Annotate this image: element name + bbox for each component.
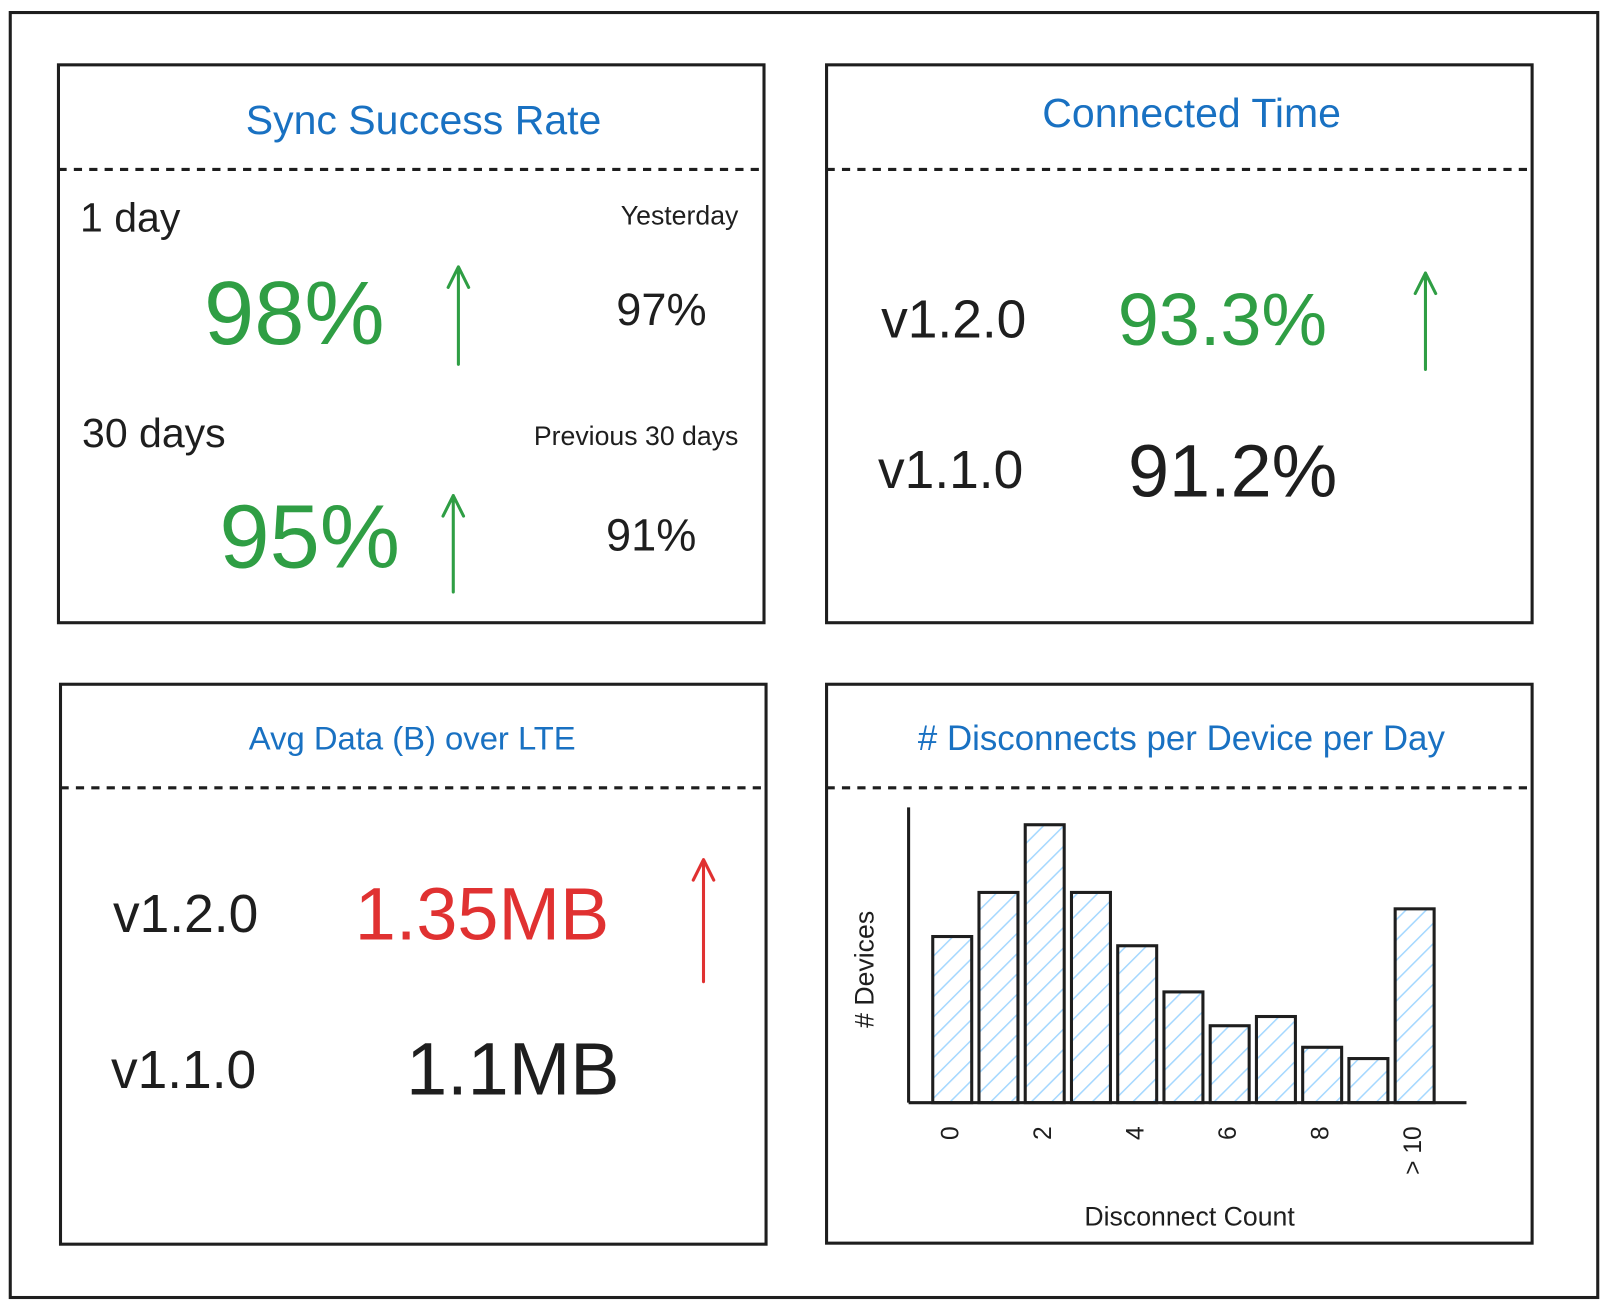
up-arrow <box>441 494 466 594</box>
bar <box>1301 1045 1344 1105</box>
x-tick-label: > 10 <box>1400 1126 1427 1175</box>
metric-value: 95% <box>219 487 400 588</box>
panel <box>56 63 766 625</box>
bar <box>1069 890 1112 1105</box>
x-tick-label: 4 <box>1123 1126 1150 1140</box>
bar <box>977 890 1020 1105</box>
bar <box>1254 1014 1297 1105</box>
metric-value: 93.3% <box>1118 278 1327 361</box>
bar <box>1208 1024 1251 1105</box>
bar <box>1023 823 1066 1105</box>
version-label: v1.2.0 <box>113 885 258 944</box>
compare-label: Previous 30 days <box>534 421 738 451</box>
up-arrow <box>691 858 716 984</box>
panel-title: Avg Data (B) over LTE <box>249 719 576 756</box>
compare-value: 97% <box>616 284 706 335</box>
up-arrow <box>1413 271 1438 371</box>
version-label: v1.2.0 <box>881 290 1026 349</box>
bar <box>931 934 974 1105</box>
period-label: 30 days <box>82 410 226 456</box>
panel <box>825 63 1534 625</box>
chart-title: # Disconnects per Device per Day <box>918 719 1446 758</box>
x-tick-label: 2 <box>1030 1126 1057 1140</box>
x-tick-label: 6 <box>1215 1126 1242 1140</box>
version-label: v1.1.0 <box>878 441 1023 500</box>
version-label: v1.1.0 <box>111 1041 256 1100</box>
metric-value: 1.35MB <box>355 873 609 956</box>
x-axis-label: Disconnect Count <box>1084 1202 1295 1232</box>
bar <box>1116 944 1159 1105</box>
period-label: 1 day <box>80 195 181 241</box>
metric-value: 91.2% <box>1128 430 1337 513</box>
compare-label: Yesterday <box>621 201 739 231</box>
x-tick-label: 0 <box>938 1126 965 1140</box>
bar <box>1162 990 1205 1105</box>
panel-title: Sync Success Rate <box>246 97 602 143</box>
bar <box>1393 907 1436 1105</box>
compare-value: 91% <box>606 510 696 561</box>
panel-title: Connected Time <box>1042 90 1341 136</box>
y-axis-label: # Devices <box>850 911 880 1028</box>
outer-frame <box>8 11 1600 1300</box>
bar <box>1347 1057 1390 1105</box>
metric-value: 1.1MB <box>406 1027 619 1110</box>
x-tick-label: 8 <box>1308 1126 1335 1140</box>
up-arrow <box>446 265 471 366</box>
panel <box>58 682 768 1246</box>
metric-value: 98% <box>204 263 385 364</box>
panel <box>825 682 1534 1245</box>
